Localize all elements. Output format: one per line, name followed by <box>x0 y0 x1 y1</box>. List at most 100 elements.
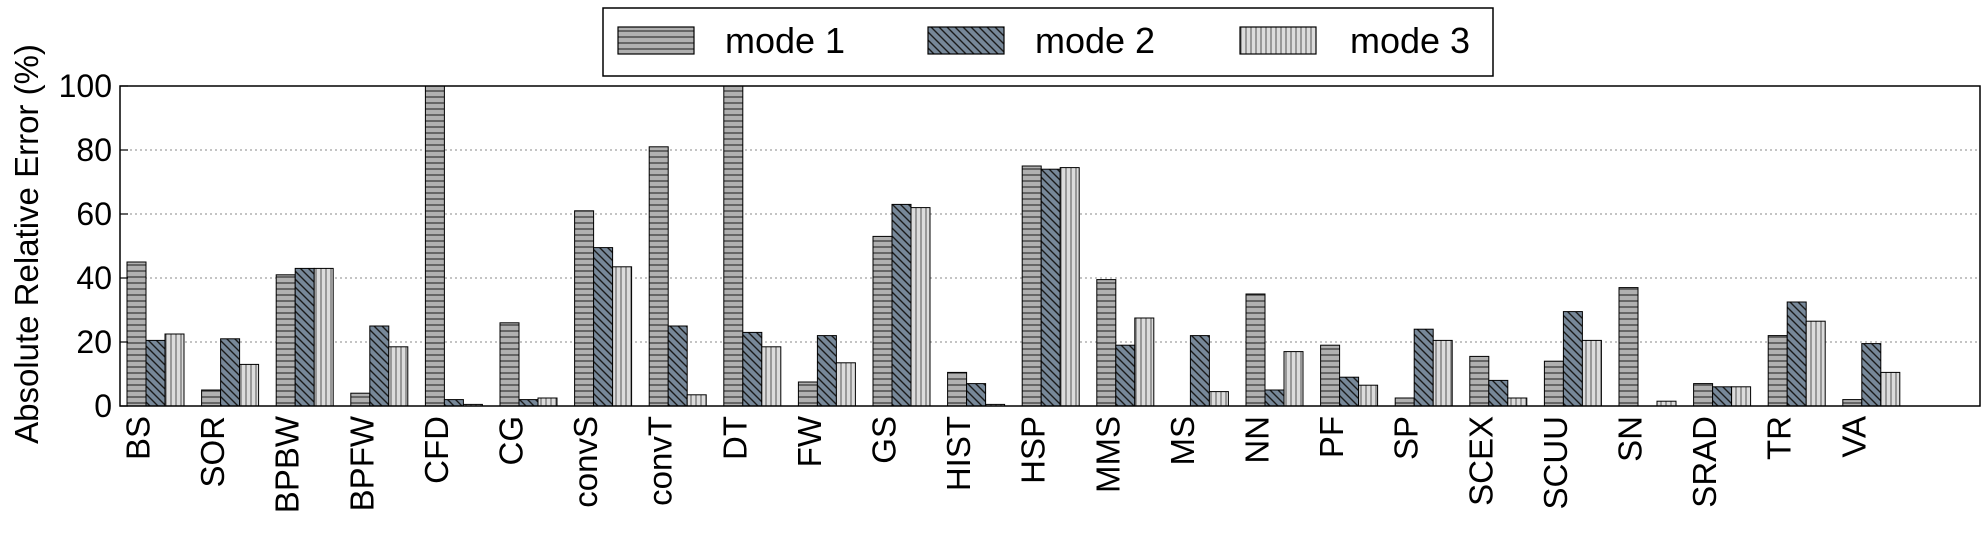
y-tick-label: 20 <box>76 324 112 360</box>
x-tick-label: convS <box>567 416 604 508</box>
bar-BS-mode-1 <box>126 261 147 407</box>
bar-NN-mode-3 <box>1283 351 1304 407</box>
bar-BPBW-mode-3 <box>313 267 334 407</box>
bar-SOR-mode-2 <box>220 338 241 407</box>
bar-DT-mode-3 <box>761 346 782 407</box>
bar-CFD-mode-2 <box>443 399 464 407</box>
bar-FW-mode-1 <box>797 381 818 407</box>
x-tick-label: SRAD <box>1686 416 1723 508</box>
x-tick-label: PF <box>1313 416 1350 458</box>
bar-FW-mode-2 <box>816 335 837 407</box>
bar-CG-mode-1 <box>499 322 520 407</box>
bar-MMS-mode-3 <box>1134 317 1155 407</box>
x-tick-label: GS <box>866 416 903 464</box>
bar-CG-mode-2 <box>518 399 539 407</box>
x-tick-label: convT <box>642 416 679 506</box>
y-tick-label: 0 <box>94 388 112 424</box>
x-tick-label: MS <box>1164 416 1201 466</box>
bar-FW-mode-3 <box>835 362 856 407</box>
bar-SCUU-mode-2 <box>1562 311 1583 407</box>
y-ticks: 0 20 40 60 80 100 <box>59 68 128 424</box>
x-tick-label: BPFW <box>343 415 380 511</box>
bar-CFD-mode-1 <box>424 85 445 407</box>
plot-frame <box>119 85 1981 407</box>
legend-label-mode-3: mode 3 <box>1350 20 1470 61</box>
y-tick-label: 100 <box>59 68 112 104</box>
bar-MS-mode-2 <box>1189 335 1210 407</box>
bar-DT-mode-2 <box>742 331 763 407</box>
legend-swatch-mode-1 <box>617 26 695 55</box>
bar-SOR-mode-3 <box>239 363 260 407</box>
x-tick-label: NN <box>1239 416 1276 464</box>
bar-SRAD-mode-3 <box>1731 386 1752 407</box>
legend-label-mode-2: mode 2 <box>1035 20 1155 61</box>
bar-VA-mode-3 <box>1880 371 1901 407</box>
bar-BPBW-mode-1 <box>275 274 296 407</box>
x-tick-label: HSP <box>1015 416 1052 484</box>
x-tick-label: SCEX <box>1462 416 1499 506</box>
bar-SRAD-mode-1 <box>1693 383 1714 407</box>
bars <box>126 85 1901 407</box>
bar-convT-mode-2 <box>667 325 688 407</box>
bar-NN-mode-1 <box>1245 293 1266 407</box>
bar-HSP-mode-3 <box>1059 167 1080 407</box>
bar-SCEX-mode-3 <box>1507 397 1528 407</box>
bar-GS-mode-1 <box>872 235 893 407</box>
legend-box <box>602 7 1494 77</box>
y-axis-label: Absolute Relative Error (%) <box>8 44 45 444</box>
bar-SP-mode-3 <box>1432 339 1453 407</box>
x-tick-label: SN <box>1612 416 1649 462</box>
x-tick-label: HIST <box>940 416 977 491</box>
bar-VA-mode-1 <box>1842 399 1863 407</box>
x-tick-label: DT <box>716 416 753 460</box>
bar-TR-mode-3 <box>1805 320 1826 407</box>
bar-BS-mode-2 <box>145 339 166 407</box>
bar-TR-mode-2 <box>1786 301 1807 407</box>
x-tick-label: BPBW <box>269 415 306 513</box>
y-tick-label: 80 <box>76 132 112 168</box>
bar-SCUU-mode-1 <box>1543 360 1564 407</box>
bar-convT-mode-3 <box>686 394 707 407</box>
bar-HSP-mode-2 <box>1040 168 1061 407</box>
legend: mode 1 mode 2 mode 3 <box>602 7 1494 77</box>
x-tick-label: FW <box>791 415 828 467</box>
bar-BS-mode-3 <box>164 333 185 407</box>
y-tick-label: 40 <box>76 260 112 296</box>
legend-label-mode-1: mode 1 <box>725 20 845 61</box>
bar-GS-mode-3 <box>910 207 931 407</box>
x-tick-label: BS <box>120 416 157 460</box>
x-tick-label: SP <box>1388 416 1425 460</box>
x-tick-label: TR <box>1761 416 1798 460</box>
bar-convT-mode-1 <box>648 146 669 407</box>
bar-TR-mode-1 <box>1767 335 1788 407</box>
x-tick-label: SOR <box>194 416 231 488</box>
x-tick-labels: BS SOR BPBW BPFW CFD CG convS convT DT FW GS HIST HS… <box>120 415 1873 513</box>
bar-BPFW-mode-2 <box>369 325 390 407</box>
bar-BPFW-mode-1 <box>350 392 371 407</box>
bar-VA-mode-2 <box>1861 343 1882 407</box>
bar-SRAD-mode-2 <box>1712 386 1733 407</box>
bar-SCUU-mode-3 <box>1581 339 1602 407</box>
x-tick-label: VA <box>1835 416 1872 458</box>
bar-BPBW-mode-2 <box>294 267 315 407</box>
bar-HIST-mode-2 <box>966 383 987 407</box>
bar-SCEX-mode-2 <box>1488 379 1509 407</box>
bar-convS-mode-3 <box>612 266 633 407</box>
bar-MS-mode-3 <box>1208 391 1229 407</box>
bar-DT-mode-1 <box>723 85 744 407</box>
x-tick-label: CFD <box>418 416 455 484</box>
bar-CG-mode-3 <box>537 397 558 407</box>
bar-NN-mode-2 <box>1264 389 1285 407</box>
y-tick-label: 60 <box>76 196 112 232</box>
bar-MMS-mode-2 <box>1115 344 1136 407</box>
x-tick-label: SCUU <box>1537 416 1574 510</box>
bar-GS-mode-2 <box>891 203 912 407</box>
x-tick-label: CG <box>493 416 530 466</box>
bar-PF-mode-1 <box>1320 344 1341 407</box>
bar-SP-mode-1 <box>1394 397 1415 407</box>
bar-BPFW-mode-3 <box>388 346 409 407</box>
bar-HIST-mode-1 <box>947 371 968 407</box>
legend-swatch-mode-2 <box>927 26 1005 55</box>
bar-PF-mode-2 <box>1339 376 1360 407</box>
